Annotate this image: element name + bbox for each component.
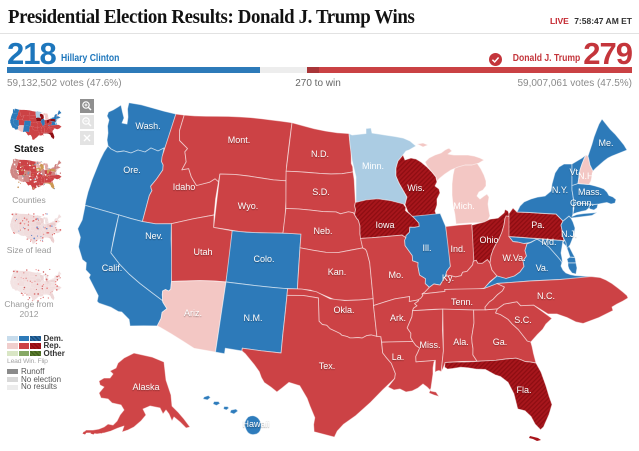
svg-text:Va.: Va. [536, 263, 549, 273]
svg-text:Mich.: Mich. [453, 201, 475, 211]
svg-text:N.Y.: N.Y. [552, 185, 568, 195]
svg-text:Ind.: Ind. [450, 244, 465, 254]
svg-text:Wyo.: Wyo. [238, 201, 258, 211]
svg-text:N.C.: N.C. [537, 291, 555, 301]
svg-text:Conn.: Conn. [570, 198, 594, 208]
svg-text:S.C.: S.C. [514, 315, 532, 325]
svg-text:Minn.: Minn. [362, 161, 384, 171]
svg-text:Calif.: Calif. [102, 263, 123, 273]
svg-text:Ore.: Ore. [123, 165, 141, 175]
svg-text:Alaska: Alaska [132, 382, 159, 392]
svg-text:Vt.: Vt. [569, 167, 580, 177]
svg-text:Mo.: Mo. [388, 270, 403, 280]
svg-text:W.Va.: W.Va. [502, 253, 525, 263]
svg-text:Okla.: Okla. [333, 305, 354, 315]
svg-text:Tenn.: Tenn. [451, 297, 473, 307]
svg-text:Me.: Me. [598, 138, 613, 148]
svg-text:Hawaii: Hawaii [242, 419, 269, 429]
svg-text:Fla.: Fla. [516, 385, 531, 395]
svg-text:Ill.: Ill. [423, 243, 432, 253]
svg-text:Nev.: Nev. [145, 231, 163, 241]
svg-text:Ky.: Ky. [442, 273, 454, 283]
svg-text:Ala.: Ala. [453, 337, 469, 347]
svg-text:S.D.: S.D. [312, 187, 330, 197]
svg-text:La.: La. [392, 352, 405, 362]
svg-text:N.D.: N.D. [311, 149, 329, 159]
svg-text:N.M.: N.M. [244, 313, 263, 323]
svg-text:Md.: Md. [541, 237, 556, 247]
svg-text:Neb.: Neb. [313, 226, 332, 236]
svg-text:Utah: Utah [193, 247, 212, 257]
svg-text:N.H.: N.H. [578, 171, 596, 181]
svg-text:Mont.: Mont. [228, 135, 251, 145]
svg-text:Idaho: Idaho [173, 182, 196, 192]
svg-text:Pa.: Pa. [531, 220, 545, 230]
svg-text:Ga.: Ga. [493, 337, 508, 347]
svg-text:Kan.: Kan. [328, 267, 347, 277]
svg-text:Ark.: Ark. [390, 313, 406, 323]
svg-text:Mass.: Mass. [578, 187, 602, 197]
svg-text:Ariz.: Ariz. [184, 308, 202, 318]
svg-text:Wis.: Wis. [407, 183, 425, 193]
svg-text:Colo.: Colo. [253, 254, 274, 264]
svg-text:N.J.: N.J. [561, 229, 577, 239]
svg-text:Tex.: Tex. [319, 361, 336, 371]
svg-text:Miss.: Miss. [420, 340, 441, 350]
svg-text:Ohio: Ohio [479, 235, 498, 245]
svg-text:Iowa: Iowa [375, 220, 394, 230]
svg-text:Wash.: Wash. [135, 121, 160, 131]
